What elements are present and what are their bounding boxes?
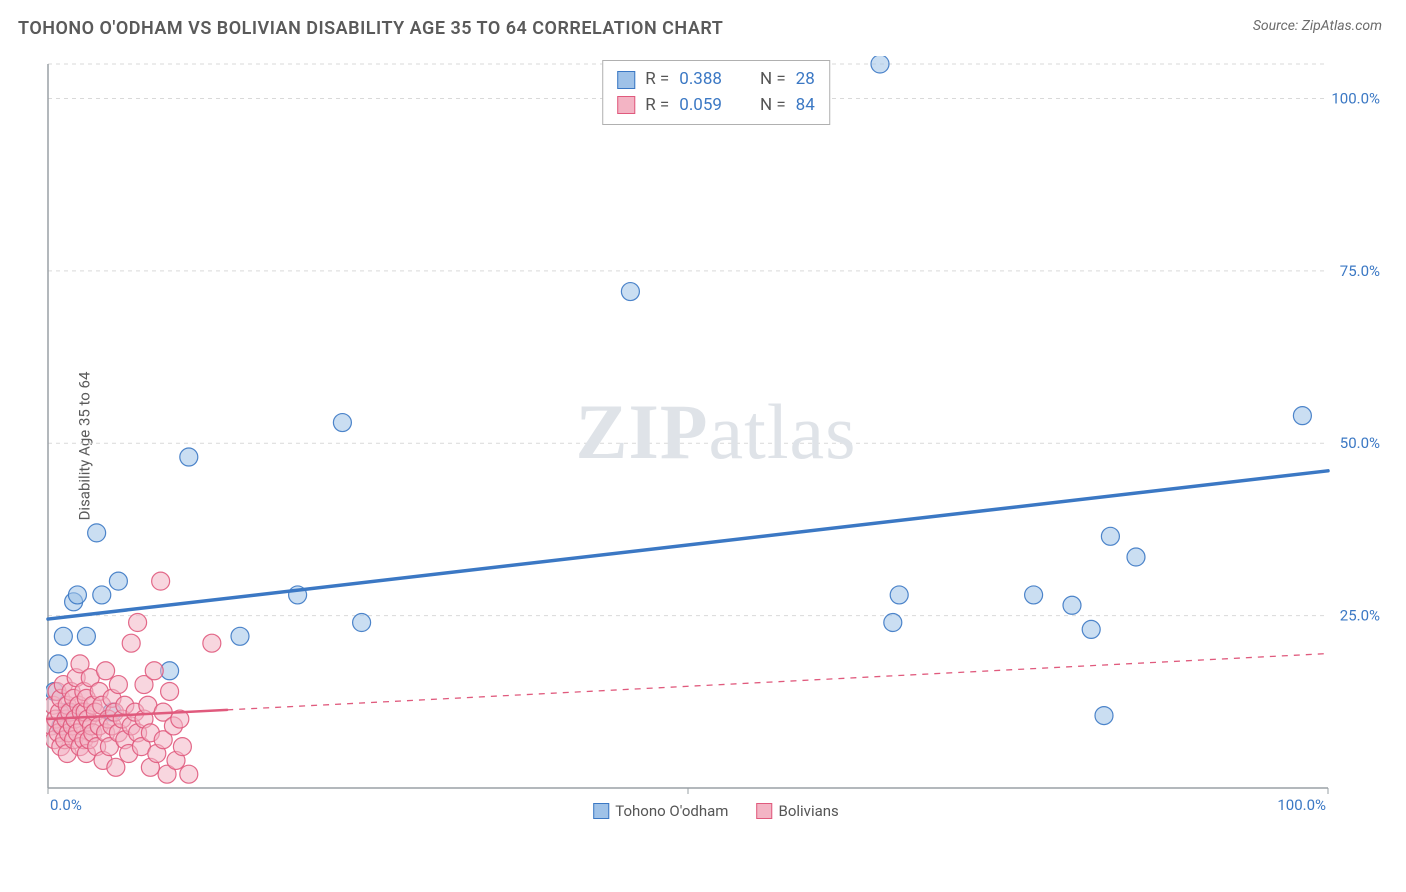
svg-text:0.0%: 0.0% <box>50 796 82 814</box>
plot-area: ZIPatlas 25.0%50.0%75.0%100.0%0.0%100.0%… <box>46 56 1386 826</box>
svg-text:50.0%: 50.0% <box>1340 434 1380 452</box>
correlation-legend: R = 0.388N = 28R = 0.059N = 84 <box>602 60 830 125</box>
svg-text:75.0%: 75.0% <box>1340 262 1380 280</box>
correlation-row: R = 0.388N = 28 <box>617 67 815 93</box>
r-value: 0.388 <box>679 67 722 93</box>
svg-text:100.0%: 100.0% <box>1331 89 1380 107</box>
legend-swatch <box>756 803 772 819</box>
legend-label: Bolivians <box>778 802 838 820</box>
legend-item: Bolivians <box>756 802 838 820</box>
n-value: 28 <box>796 67 815 93</box>
svg-text:100.0%: 100.0% <box>1277 796 1326 814</box>
r-value: 0.059 <box>679 93 722 119</box>
legend-swatch <box>593 803 609 819</box>
svg-text:25.0%: 25.0% <box>1340 607 1380 625</box>
legend-item: Tohono O'odham <box>593 802 728 820</box>
legend-swatch <box>617 96 635 114</box>
series-legend: Tohono O'odham Bolivians <box>593 802 839 820</box>
n-value: 84 <box>796 93 815 119</box>
source-label: Source: ZipAtlas.com <box>1253 18 1382 34</box>
legend-swatch <box>617 71 635 89</box>
correlation-row: R = 0.059N = 84 <box>617 93 815 119</box>
legend-label: Tohono O'odham <box>615 802 728 820</box>
scatter-chart: 25.0% 50.0% 75.0% 100.0% 0.0% 100.0% <box>46 56 1386 826</box>
chart-title: TOHONO O'ODHAM VS BOLIVIAN DISABILITY AG… <box>18 18 723 39</box>
